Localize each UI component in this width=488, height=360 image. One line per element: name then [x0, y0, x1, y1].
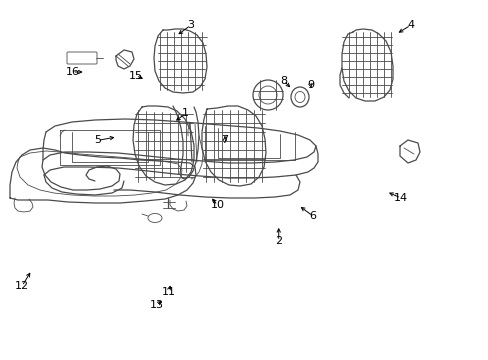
- Text: 3: 3: [187, 20, 194, 30]
- Text: 6: 6: [309, 211, 316, 221]
- Text: 4: 4: [407, 20, 413, 30]
- Text: 5: 5: [94, 135, 101, 145]
- Text: 2: 2: [275, 236, 282, 246]
- Text: 9: 9: [306, 80, 313, 90]
- Text: 7: 7: [221, 135, 228, 145]
- Text: 10: 10: [210, 200, 224, 210]
- Text: 8: 8: [280, 76, 286, 86]
- Text: 16: 16: [65, 67, 79, 77]
- Text: 12: 12: [15, 281, 29, 291]
- Text: 1: 1: [182, 108, 189, 118]
- Text: 11: 11: [162, 287, 175, 297]
- Text: 14: 14: [393, 193, 407, 203]
- Text: 15: 15: [129, 71, 142, 81]
- Text: 13: 13: [149, 300, 163, 310]
